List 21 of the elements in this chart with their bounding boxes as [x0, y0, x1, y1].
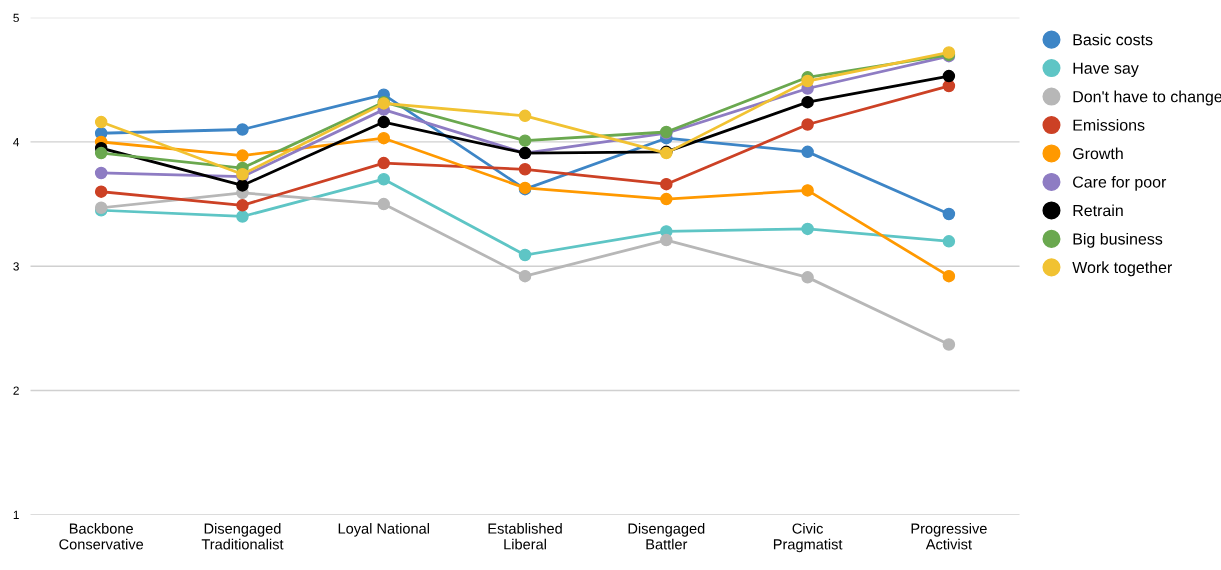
legend-label: Emissions [1073, 119, 1145, 131]
x-tick-label: Backbone Conservative [59, 523, 144, 550]
y-tick-label: 5 [13, 13, 19, 23]
x-tick-label: Civic Pragmatist [773, 523, 843, 553]
x-tick-label: Established Liberal [488, 523, 562, 550]
legend-label: Care for poor [1073, 175, 1167, 191]
x-tick-label: Loyal National [338, 523, 429, 537]
y-tick-label: 2 [13, 386, 19, 395]
y-tick-label: 4 [13, 138, 20, 147]
legend-label: Growth [1073, 147, 1123, 160]
legend-label: Work together [1072, 261, 1173, 277]
y-tick-label: 1 [13, 510, 19, 519]
legend-label: Don't have to change [1073, 90, 1221, 106]
x-tick-label: Disengaged Battler [628, 523, 705, 550]
x-tick-label: Disengaged Traditionalist [201, 523, 284, 550]
y-tick-label: 3 [13, 262, 19, 271]
legend-label: Retrain [1073, 204, 1123, 217]
legend-label: Have say [1073, 62, 1139, 77]
legend-label: Basic costs [1073, 33, 1153, 46]
legend-label: Big business [1073, 232, 1163, 248]
x-tick-label: Progressive Activist [911, 523, 987, 550]
